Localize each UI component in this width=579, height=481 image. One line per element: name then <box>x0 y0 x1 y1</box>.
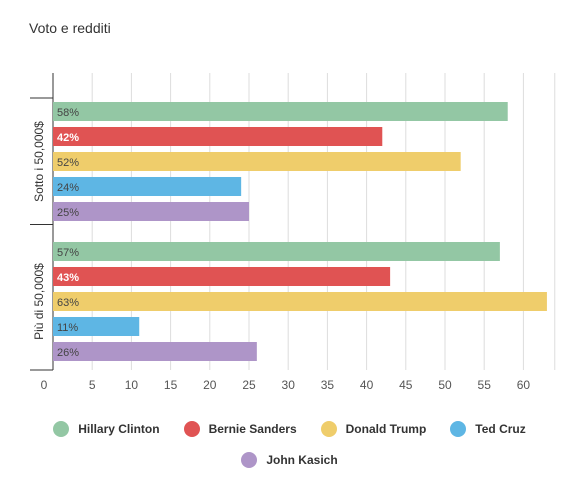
data-label-ted-cruz-piu: 11% <box>57 322 78 334</box>
legend-item-hillary-clinton[interactable]: Hillary Clinton <box>53 421 160 437</box>
legend-swatch-donald-trump <box>320 421 337 437</box>
bar-bernie-sanders-piu <box>53 267 391 286</box>
chart-title: Voto e redditi <box>29 20 111 36</box>
x-tick-label-40: 40 <box>360 378 374 392</box>
x-tick-label-30: 30 <box>282 378 296 392</box>
category-label-0: Sotto i 50,000$ <box>32 121 46 202</box>
legend-row-2: John Kasich <box>0 449 579 471</box>
bar-bernie-sanders-sotto <box>53 127 383 146</box>
data-label-ted-cruz-sotto: 24% <box>57 182 79 194</box>
bar-john-kasich-piu <box>53 342 257 361</box>
legend-swatch-john-kasich <box>241 452 258 468</box>
legend-row-1: Hillary Clinton Bernie Sanders Donald Tr… <box>0 418 579 440</box>
x-tick-label-35: 35 <box>321 378 335 392</box>
legend-label-ted-cruz: Ted Cruz <box>475 422 526 436</box>
data-label-hillary-clinton-piu: 57% <box>57 247 79 259</box>
bar-ted-cruz-sotto <box>53 177 242 196</box>
x-tick-label-25: 25 <box>242 378 256 392</box>
bar-donald-trump-sotto <box>53 152 461 171</box>
legend-label-donald-trump: Donald Trump <box>345 422 427 436</box>
bar-hillary-clinton-sotto <box>53 102 508 121</box>
data-label-john-kasich-piu: 26% <box>57 347 79 359</box>
x-tick-label-20: 20 <box>203 378 217 392</box>
x-tick-label-5: 5 <box>89 378 96 392</box>
x-tick-label-60: 60 <box>517 378 531 392</box>
legend-item-john-kasich[interactable]: John Kasich <box>241 452 338 468</box>
legend-item-bernie-sanders[interactable]: Bernie Sanders <box>183 421 297 437</box>
bar-donald-trump-piu <box>53 292 547 311</box>
data-label-donald-trump-piu: 63% <box>57 297 79 309</box>
legend-swatch-ted-cruz <box>450 421 467 437</box>
legend-label-bernie-sanders: Bernie Sanders <box>208 422 297 436</box>
legend-item-ted-cruz[interactable]: Ted Cruz <box>450 421 526 437</box>
data-label-bernie-sanders-sotto: 42% <box>57 132 79 144</box>
legend-label-hillary-clinton: Hillary Clinton <box>78 422 160 436</box>
legend: Hillary Clinton Bernie Sanders Donald Tr… <box>0 418 579 480</box>
legend-swatch-bernie-sanders <box>183 421 200 437</box>
data-label-donald-trump-sotto: 52% <box>57 157 79 169</box>
legend-swatch-hillary-clinton <box>53 421 70 437</box>
x-tick-label-10: 10 <box>125 378 139 392</box>
bar-hillary-clinton-piu <box>53 242 500 261</box>
data-label-john-kasich-sotto: 25% <box>57 207 79 219</box>
x-tick-label-15: 15 <box>164 378 178 392</box>
legend-item-donald-trump[interactable]: Donald Trump <box>320 421 427 437</box>
bar-ted-cruz-piu <box>53 317 140 336</box>
x-tick-label-55: 55 <box>478 378 492 392</box>
legend-label-john-kasich: John Kasich <box>266 453 338 467</box>
category-label-1: Più di 50,000$ <box>32 263 46 340</box>
x-tick-label-45: 45 <box>399 378 413 392</box>
data-label-hillary-clinton-sotto: 58% <box>57 107 79 119</box>
bar-john-kasich-sotto <box>53 202 249 221</box>
x-tick-label-50: 50 <box>438 378 452 392</box>
x-tick-label-0: 0 <box>41 378 48 392</box>
data-label-bernie-sanders-piu: 43% <box>57 272 79 284</box>
